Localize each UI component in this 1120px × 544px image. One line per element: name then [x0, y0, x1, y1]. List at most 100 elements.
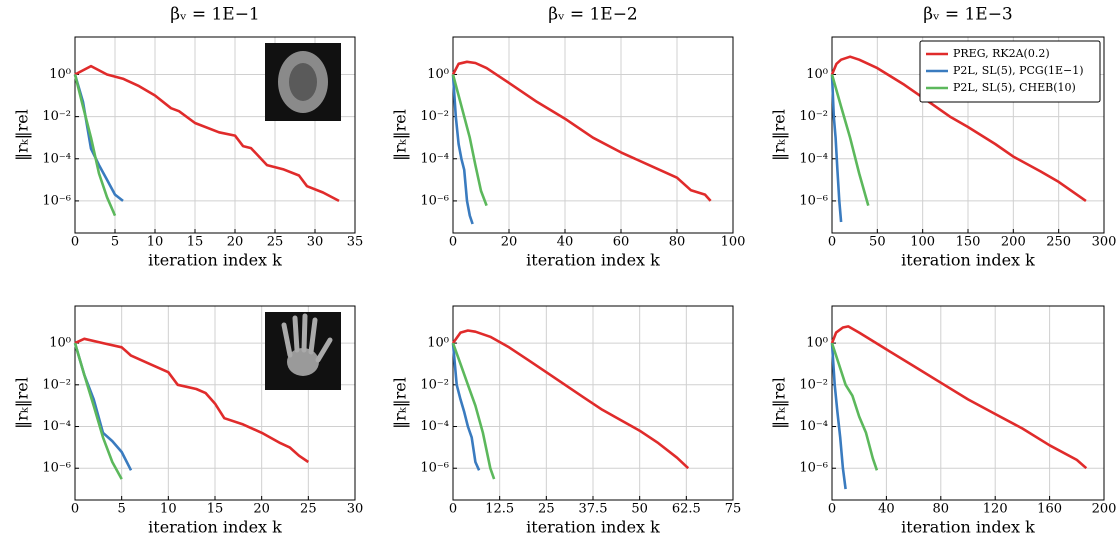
series-line: [451, 74, 488, 207]
brain-inner: [289, 63, 317, 101]
hand-fingers: [281, 313, 333, 363]
y-tick-label: 10⁻²: [799, 377, 828, 392]
x-tick-label: 20: [227, 235, 244, 250]
series-line: [451, 74, 474, 225]
plot-frame: [452, 305, 734, 501]
x-tick-label: 0: [828, 502, 836, 517]
x-tick-label: 80: [933, 502, 950, 517]
plot-frame: [831, 36, 1105, 234]
series-line: [830, 325, 1088, 470]
y-tick-label: 10⁻⁶: [420, 461, 449, 476]
hand-palm: [287, 348, 319, 376]
y-tick-label: 10⁰: [806, 67, 828, 82]
y-tick-label: 10⁻⁴: [420, 419, 449, 434]
x-tick-label: 5: [118, 502, 126, 517]
x-tick-label: 0: [449, 235, 457, 250]
x-tick-label: 75: [725, 502, 742, 517]
x-tick-label: 40: [557, 235, 574, 250]
series-line: [830, 342, 879, 471]
y-tick-label: 10⁻⁶: [420, 193, 449, 208]
x-tick-label: 0: [71, 235, 79, 250]
plot-frame: [74, 36, 356, 234]
x-axis-label: iteration index k: [526, 518, 660, 537]
x-tick-label: 12.5: [485, 502, 514, 517]
x-axis-label: iteration index k: [901, 251, 1035, 270]
series-line: [73, 74, 117, 217]
x-tick-label: 0: [71, 502, 79, 517]
panel-title: βᵥ = 1E−2: [548, 5, 638, 25]
y-axis-label: ‖rₖ‖rel: [770, 109, 789, 161]
plot-frame: [452, 36, 734, 234]
y-tick-label: 10⁻²: [420, 109, 449, 124]
x-axis-label: iteration index k: [148, 251, 282, 270]
x-tick-label: 50: [631, 502, 648, 517]
series-line: [451, 342, 481, 471]
y-tick-label: 10⁰: [49, 67, 71, 82]
x-tick-label: 25: [538, 502, 555, 517]
x-axis-label: iteration index k: [148, 518, 282, 537]
series-line: [74, 337, 310, 464]
y-tick-label: 10⁻²: [420, 377, 449, 392]
y-tick-label: 10⁻²: [42, 377, 71, 392]
y-tick-label: 10⁻⁶: [799, 193, 828, 208]
panel-title: βᵥ = 1E−1: [170, 5, 260, 25]
y-tick-label: 10⁻⁶: [42, 193, 71, 208]
y-axis-label: ‖rₖ‖rel: [391, 377, 410, 429]
x-tick-label: 30: [307, 235, 324, 250]
x-tick-label: 15: [207, 502, 224, 517]
x-tick-label: 160: [1037, 502, 1062, 517]
x-tick-label: 35: [347, 235, 364, 250]
y-tick-label: 10⁻⁶: [42, 461, 71, 476]
series-line: [451, 342, 496, 480]
x-tick-label: 20: [253, 502, 270, 517]
y-tick-label: 10⁰: [427, 67, 449, 82]
x-tick-label: 25: [267, 235, 284, 250]
x-axis-label: iteration index k: [901, 518, 1035, 537]
x-tick-label: 25: [300, 502, 317, 517]
y-tick-label: 10⁻⁴: [420, 151, 449, 166]
y-axis-label: ‖rₖ‖rel: [13, 109, 32, 161]
y-tick-label: 10⁻⁴: [799, 151, 828, 166]
legend-label: PREG, RK2A(0.2): [953, 47, 1050, 60]
x-tick-label: 10: [147, 235, 164, 250]
legend-label: P2L, SL(5), PCG(1E−1): [953, 64, 1084, 77]
panel: 0 40 80 120 160 200 10⁰ 10⁻² 10⁻⁴ 10⁻⁶ iteration i…: [770, 305, 1117, 537]
x-tick-label: 100: [721, 235, 746, 250]
y-tick-label: 10⁻²: [799, 109, 828, 124]
panel: 0 5 10 15 20 25 30 10⁰ 10⁻² 10⁻⁴ 10⁻⁶ iteration ind…: [13, 305, 364, 537]
y-tick-label: 10⁰: [806, 336, 828, 351]
x-tick-label: 120: [983, 502, 1008, 517]
series-line: [73, 342, 123, 480]
x-tick-label: 37.5: [579, 502, 608, 517]
y-tick-label: 10⁻²: [42, 109, 71, 124]
y-tick-label: 10⁻⁴: [799, 419, 828, 434]
series-line: [451, 60, 712, 202]
y-tick-label: 10⁰: [427, 336, 449, 351]
inset-images: [265, 43, 341, 390]
y-tick-label: 10⁻⁴: [42, 151, 71, 166]
y-tick-label: 10⁻⁶: [799, 461, 828, 476]
x-tick-label: 150: [956, 235, 981, 250]
x-tick-label: 80: [669, 235, 686, 250]
series-line: [830, 74, 843, 223]
series-line: [830, 74, 870, 206]
y-axis-label: ‖rₖ‖rel: [13, 377, 32, 429]
x-tick-label: 40: [878, 502, 895, 517]
panel: 0 50 100 150 200 250 300 10⁰ 10⁻² 10⁻⁴ 10⁻⁶ βᵥ = 1E…: [770, 5, 1117, 270]
x-axis-label: iteration index k: [526, 251, 660, 270]
series-line: [73, 74, 124, 202]
y-tick-label: 10⁰: [49, 336, 71, 351]
x-tick-label: 100: [910, 235, 935, 250]
x-tick-label: 50: [869, 235, 886, 250]
y-axis-label: ‖rₖ‖rel: [770, 377, 789, 429]
x-tick-label: 200: [1092, 502, 1117, 517]
x-tick-label: 60: [613, 235, 630, 250]
x-tick-label: 15: [187, 235, 204, 250]
plot-frame: [831, 305, 1105, 501]
x-tick-label: 10: [160, 502, 177, 517]
series-line: [830, 343, 847, 490]
x-tick-label: 30: [347, 502, 364, 517]
x-tick-label: 0: [828, 235, 836, 250]
y-axis-label: ‖rₖ‖rel: [391, 109, 410, 161]
